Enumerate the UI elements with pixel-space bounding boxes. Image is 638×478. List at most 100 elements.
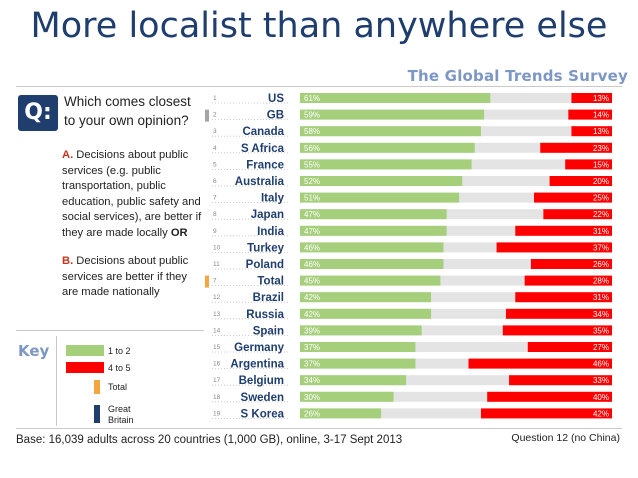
value-label-1to2: 59% [304, 111, 320, 120]
value-label-4to5: 15% [593, 160, 609, 169]
value-label-4to5: 14% [593, 111, 609, 120]
country-label: Belgium [239, 375, 284, 387]
bar-4to5 [540, 142, 612, 153]
bar-4to5 [468, 358, 612, 369]
country-label: S Africa [241, 143, 285, 155]
bar-1to2 [300, 391, 394, 402]
option-a-joiner: OR [170, 226, 188, 239]
value-label-4to5: 40% [593, 393, 609, 402]
rank-label: 15 [213, 344, 221, 351]
rank-label: 8 [213, 211, 217, 218]
rank-label: 3 [213, 128, 217, 135]
rank-label: 5 [213, 161, 217, 168]
country-label: US [268, 93, 284, 105]
bar-4to5 [487, 391, 612, 402]
rank-label: 11 [213, 261, 220, 268]
value-label-1to2: 39% [304, 326, 320, 335]
value-label-1to2: 47% [304, 210, 320, 219]
value-label-1to2: 26% [304, 409, 320, 418]
gb-marker [205, 109, 209, 122]
bar-4to5 [534, 192, 612, 203]
bar-track [300, 292, 612, 303]
bar-1to2 [300, 109, 485, 120]
country-label: Turkey [247, 242, 284, 254]
value-label-4to5: 23% [593, 144, 609, 153]
rank-label: 18 [213, 394, 221, 401]
bar-track [300, 259, 612, 269]
bar-4to5 [496, 242, 612, 253]
bar-track [300, 408, 612, 419]
bar-track [300, 242, 612, 253]
value-label-1to2: 46% [304, 260, 320, 269]
rank-label: 13 [213, 311, 221, 318]
question-text: Which comes closest to your own opinion? [64, 94, 191, 128]
value-label-4to5: 31% [593, 227, 609, 236]
country-label: Brazil [253, 292, 284, 304]
bar-1to2 [300, 308, 432, 319]
bar-4to5 [549, 176, 612, 186]
option-a-text: Decisions about public services (e.g. pu… [62, 149, 202, 239]
country-label: Australia [235, 176, 285, 188]
key-label-total: Total [108, 382, 128, 392]
value-label-1to2: 58% [304, 127, 320, 136]
bar-4to5 [505, 308, 612, 319]
rank-label: 9 [213, 228, 217, 235]
value-label-4to5: 20% [593, 177, 609, 186]
value-label-1to2: 30% [304, 393, 320, 402]
bar-track [300, 275, 612, 286]
value-label-1to2: 37% [304, 343, 320, 352]
bar-4to5 [527, 342, 612, 352]
value-label-4to5: 34% [593, 310, 609, 319]
option-a: A. Decisions about public services (e.g.… [62, 148, 204, 241]
key-swatch-1to2 [66, 345, 104, 356]
country-label: Poland [246, 259, 284, 271]
country-label: Italy [261, 193, 285, 205]
option-b: B. Decisions about public services are b… [62, 254, 204, 301]
bar-track [300, 358, 612, 369]
bar-1to2 [300, 159, 472, 170]
rank-label: 6 [213, 178, 217, 185]
bar-4to5 [480, 408, 612, 419]
country-label: Russia [246, 309, 284, 321]
value-label-1to2: 61% [304, 94, 320, 103]
bar-1to2 [300, 408, 382, 419]
bar-1to2 [300, 142, 475, 153]
bar-1to2 [300, 358, 416, 369]
bottom-divider [16, 428, 622, 429]
bar-track [300, 209, 612, 220]
value-label-1to2: 55% [304, 160, 320, 169]
key-label-1to2: 1 to 2 [108, 346, 131, 356]
rank-label: 12 [213, 294, 221, 301]
bar-4to5 [543, 209, 612, 220]
rank-label: 4 [213, 145, 217, 152]
value-label-1to2: 37% [304, 360, 320, 369]
rank-label: 1 [213, 95, 217, 102]
value-label-1to2: 45% [304, 277, 320, 286]
bar-1to2 [300, 176, 463, 186]
bar-1to2 [300, 342, 416, 352]
bar-4to5 [571, 126, 612, 137]
value-label-1to2: 34% [304, 376, 320, 385]
country-label: GB [267, 110, 284, 122]
option-b-text: Decisions about public services are bett… [62, 255, 189, 298]
bar-track [300, 342, 612, 352]
rank-label: 7 [213, 278, 217, 285]
total-marker [205, 275, 209, 288]
option-b-letter: B. [62, 255, 74, 267]
value-label-4to5: 37% [593, 243, 609, 252]
bar-track [300, 308, 612, 319]
value-label-4to5: 27% [593, 343, 609, 352]
bar-4to5 [565, 159, 612, 170]
base-footnote: Base: 16,039 adults across 20 countries … [16, 434, 403, 446]
bar-4to5 [502, 325, 612, 336]
value-label-1to2: 42% [304, 310, 320, 319]
country-label: Sweden [241, 392, 284, 404]
bar-1to2 [300, 375, 407, 386]
country-label: Japan [251, 209, 284, 221]
bar-1to2 [300, 292, 432, 303]
bar-1to2 [300, 93, 491, 103]
key-heading: Key [18, 342, 50, 360]
key-swatch-gb [94, 405, 100, 423]
rank-label: 17 [213, 377, 221, 384]
